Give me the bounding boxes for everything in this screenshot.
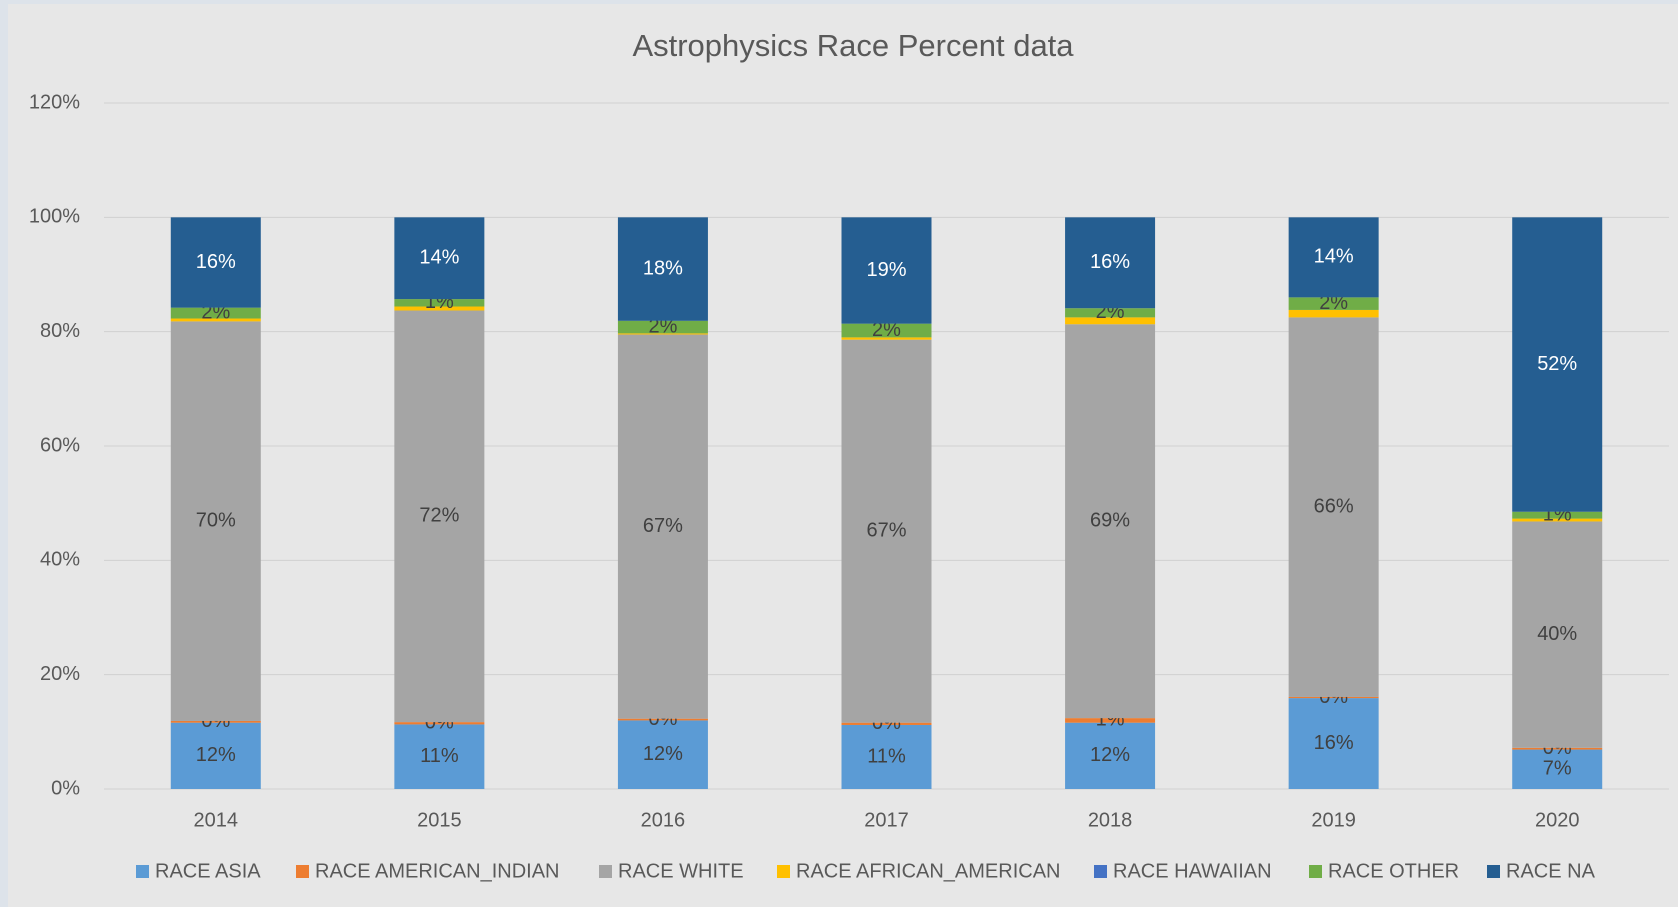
- data-label: 69%: [1090, 509, 1130, 531]
- bar-segment: [1065, 324, 1156, 719]
- x-tick-label: 2016: [641, 809, 686, 831]
- bar-segment: [1288, 317, 1379, 697]
- data-label: 14%: [419, 246, 459, 268]
- x-tick-label: 2020: [1535, 809, 1580, 831]
- bar-segment: [1065, 308, 1156, 318]
- bar-segment: [617, 217, 708, 321]
- data-label: 12%: [1090, 744, 1130, 766]
- legend-label: RACE OTHER: [1328, 860, 1459, 882]
- data-label: 7%: [1543, 758, 1572, 780]
- bar-segment: [394, 722, 485, 725]
- x-tick-label: 2019: [1311, 809, 1356, 831]
- data-label: 12%: [643, 743, 683, 765]
- data-label: 67%: [866, 519, 906, 541]
- x-tick-label: 2014: [194, 809, 239, 831]
- bar-segment: [1065, 217, 1156, 309]
- bar-segment: [1288, 698, 1379, 789]
- data-label: 40%: [1537, 623, 1577, 645]
- legend-marker: [599, 865, 612, 878]
- bar-segment: [170, 217, 261, 308]
- y-tick-label: 120%: [29, 91, 80, 113]
- legend-label: RACE AMERICAN_INDIAN: [315, 860, 560, 882]
- y-tick-label: 60%: [40, 434, 80, 456]
- bar-segment: [1512, 521, 1603, 748]
- y-tick-label: 40%: [40, 549, 80, 571]
- legend-marker: [136, 865, 149, 878]
- data-label: 16%: [1314, 732, 1354, 754]
- bar-segment: [1512, 749, 1603, 789]
- bar-segment: [841, 217, 932, 324]
- legend-label: RACE ASIA: [155, 860, 261, 882]
- bar-segment: [394, 724, 485, 789]
- y-tick-label: 100%: [29, 206, 80, 228]
- bar-segment: [617, 718, 708, 721]
- data-label: 70%: [196, 509, 236, 531]
- x-tick-label: 2015: [417, 809, 462, 831]
- bar-segment: [617, 720, 708, 789]
- data-label: 11%: [867, 745, 906, 767]
- bar-segment: [841, 724, 932, 789]
- bar-segment: [1512, 747, 1603, 750]
- y-tick-label: 0%: [51, 777, 80, 799]
- data-label: 16%: [1090, 251, 1130, 273]
- bar-segment: [1065, 722, 1156, 789]
- data-label: 52%: [1537, 353, 1577, 375]
- legend-label: RACE WHITE: [618, 860, 744, 882]
- bar-segment: [841, 722, 932, 725]
- bar-segment: [1288, 309, 1379, 318]
- data-label: 11%: [420, 745, 459, 767]
- bar-segment: [841, 337, 932, 340]
- legend-marker: [777, 865, 790, 878]
- bar-segment: [841, 323, 932, 338]
- data-label: 66%: [1314, 495, 1354, 517]
- bar-segment: [617, 333, 708, 335]
- bar-segment: [170, 720, 261, 723]
- bar-segment: [617, 320, 708, 334]
- bar-segment: [170, 318, 261, 322]
- chart-title: Astrophysics Race Percent data: [632, 28, 1074, 63]
- data-label: 19%: [866, 259, 906, 281]
- data-label: 16%: [196, 251, 236, 273]
- legend-label: RACE HAWAIIAN: [1113, 860, 1272, 882]
- bar-segment: [394, 217, 485, 300]
- bar-segment: [617, 334, 708, 719]
- bar-segment: [1288, 297, 1379, 310]
- legend-label: RACE AFRICAN_AMERICAN: [796, 860, 1061, 882]
- bar-segment: [170, 722, 261, 789]
- bar-segment: [1512, 511, 1603, 519]
- bar-segment: [394, 310, 485, 723]
- legend-marker: [296, 865, 309, 878]
- bar-segment: [1065, 317, 1156, 325]
- bar-segment: [1288, 217, 1379, 298]
- bar-segment: [394, 306, 485, 311]
- bar-segment: [394, 299, 485, 307]
- bar-segment: [1512, 518, 1603, 522]
- legend-label: RACE NA: [1506, 860, 1596, 882]
- bar-segment: [1512, 217, 1603, 512]
- bar-segment: [170, 307, 261, 319]
- bar-segment: [841, 339, 932, 723]
- data-label: 67%: [643, 515, 683, 537]
- x-tick-label: 2018: [1088, 809, 1133, 831]
- legend-marker: [1487, 865, 1500, 878]
- data-label: 14%: [1314, 246, 1354, 268]
- y-tick-label: 20%: [40, 663, 80, 685]
- data-label: 2%: [1319, 292, 1348, 314]
- data-label: 2%: [648, 315, 677, 337]
- y-tick-label: 80%: [40, 320, 80, 342]
- bar-segment: [170, 321, 261, 721]
- x-tick-label: 2017: [864, 809, 909, 831]
- data-label: 72%: [419, 505, 459, 527]
- data-label: 2%: [872, 319, 901, 341]
- data-label: 18%: [643, 257, 683, 279]
- legend-marker: [1094, 865, 1107, 878]
- legend-marker: [1309, 865, 1322, 878]
- bar-segment: [1065, 718, 1156, 723]
- bar-segment: [1288, 696, 1379, 699]
- data-label: 12%: [196, 744, 236, 766]
